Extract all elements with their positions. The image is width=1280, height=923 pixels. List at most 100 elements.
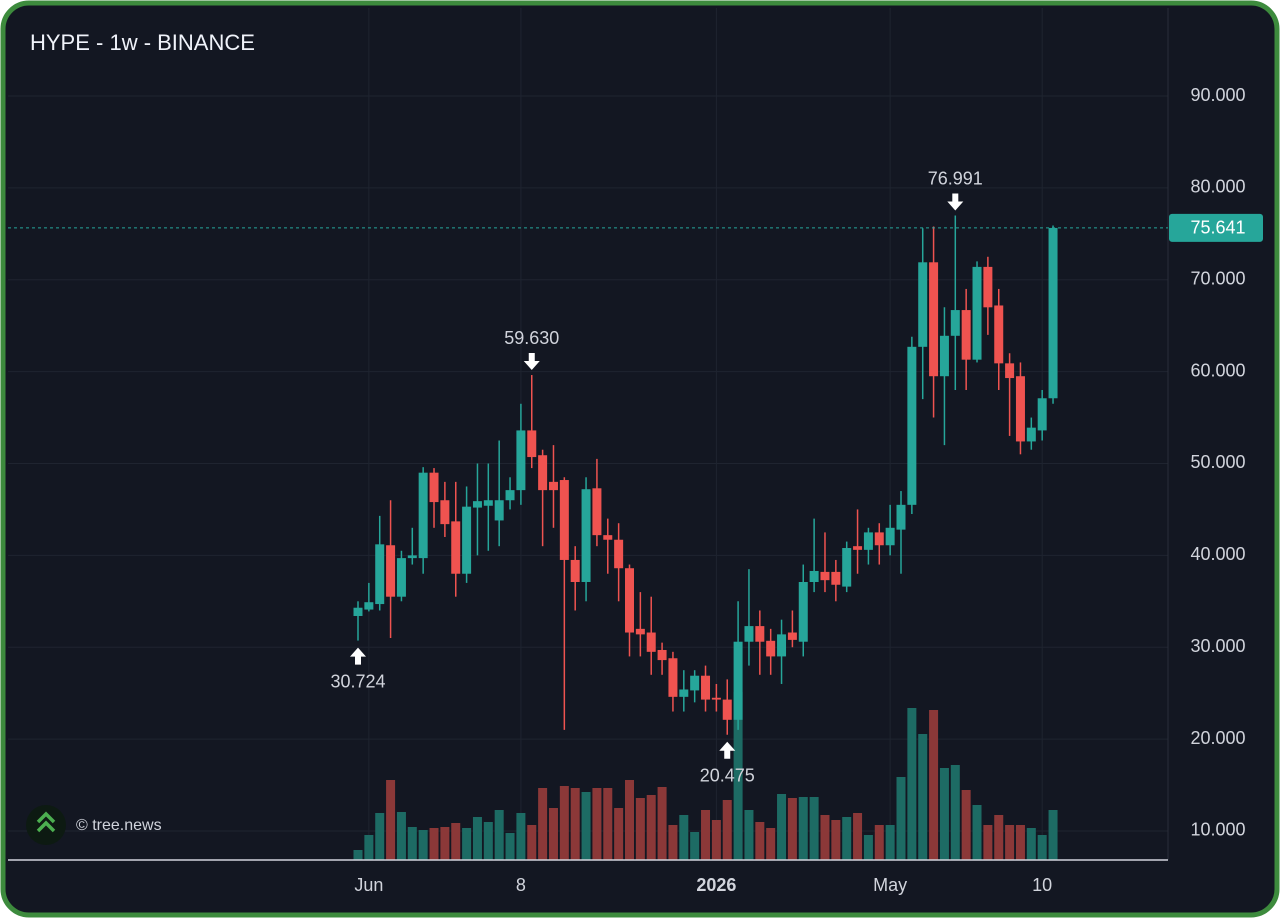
candle-body: [831, 571, 841, 585]
volume-bar: [1037, 835, 1047, 860]
candle-body: [625, 568, 634, 633]
volume-bar: [603, 788, 613, 860]
volume-bar: [548, 808, 558, 860]
candle-body: [755, 626, 765, 642]
volume-bar: [777, 794, 787, 860]
volume-bar: [690, 832, 700, 860]
volume-bar: [1015, 825, 1025, 860]
marker-label: 20.475: [700, 765, 755, 785]
candle-body: [646, 632, 656, 652]
candle-body: [863, 532, 873, 550]
y-tick-label: 40.000: [1190, 544, 1245, 564]
volume-bar: [787, 798, 797, 860]
volume-bar: [722, 800, 732, 860]
candle-body: [668, 658, 678, 697]
candle-body: [1026, 427, 1036, 442]
volume-bar: [353, 850, 363, 860]
volume-bar: [1048, 810, 1058, 860]
y-tick-label: 60.000: [1190, 360, 1245, 380]
marker-arrow: [947, 193, 964, 211]
volume-bar: [733, 692, 743, 860]
candle-body: [603, 535, 613, 540]
y-tick-label: 80.000: [1190, 177, 1245, 197]
candle-body: [375, 544, 385, 605]
candle-body: [657, 649, 667, 661]
volume-bar: [809, 797, 819, 860]
volume-bar: [842, 817, 852, 860]
candle-body: [516, 430, 526, 491]
candle-body: [1005, 363, 1015, 379]
volume-bar: [961, 790, 971, 860]
candle-body: [538, 455, 548, 491]
volume-bar: [407, 827, 417, 860]
y-tick-label: 50.000: [1190, 452, 1245, 472]
candle-body: [614, 539, 624, 569]
candle-body: [559, 480, 569, 560]
candle-body: [777, 634, 787, 657]
volume-bar: [972, 805, 982, 860]
candle-body: [353, 607, 363, 616]
candle-body: [483, 500, 493, 506]
volume-bar: [755, 822, 765, 860]
volume-bar: [494, 810, 504, 860]
watermark: © tree.news: [76, 817, 162, 834]
candle-body: [548, 481, 558, 491]
volume-bar: [581, 792, 591, 860]
volume-bar: [527, 825, 537, 860]
candle-body: [527, 430, 537, 458]
volume-bar: [538, 788, 548, 860]
volume: [353, 692, 1058, 860]
candle-body: [418, 472, 428, 559]
volume-bar: [1026, 828, 1036, 860]
volume-bar: [559, 786, 569, 860]
candle-body: [386, 545, 396, 597]
logo-icon: [36, 811, 56, 833]
volume-bar: [386, 780, 396, 860]
candle-body: [505, 490, 515, 501]
volume-bar: [440, 827, 450, 860]
candle-body: [874, 532, 884, 546]
volume-bar: [798, 797, 808, 860]
candle-body: [429, 472, 439, 503]
volume-bar: [472, 817, 482, 860]
volume-bar: [896, 777, 906, 860]
candle-body: [570, 559, 580, 583]
candle-body: [798, 582, 808, 642]
marker-arrow: [350, 647, 366, 665]
volume-bar: [939, 768, 949, 860]
volume-bar: [635, 798, 645, 860]
marker-label: 30.724: [330, 671, 385, 691]
volume-bar: [679, 815, 689, 860]
candle-body: [494, 500, 504, 521]
volume-bar: [614, 808, 624, 860]
volume-bar: [950, 765, 960, 860]
candle-body: [994, 305, 1004, 364]
candle-body: [885, 527, 895, 546]
y-tick-label: 30.000: [1190, 636, 1245, 656]
volume-bar: [885, 825, 895, 860]
marker-arrow: [719, 741, 736, 759]
candle-body: [701, 675, 711, 700]
y-tick-label: 20.000: [1190, 728, 1245, 748]
candle-body: [918, 262, 928, 347]
volume-bar: [429, 828, 439, 860]
candles: [353, 215, 1058, 735]
marker-arrow: [523, 353, 540, 371]
volume-bar: [853, 813, 863, 860]
volume-bar: [657, 787, 667, 860]
volume-bar: [505, 833, 515, 860]
candle-body: [896, 504, 906, 530]
overlay: 10.000 20.000 30.000 40.000 50.000 60.000 70.0…: [8, 85, 1263, 895]
volume-bar: [364, 835, 374, 860]
candle-body: [396, 558, 406, 597]
volume-bar: [701, 810, 711, 860]
volume-bar: [625, 780, 634, 860]
candle-body: [635, 628, 645, 635]
x-tick-label: May: [873, 875, 907, 895]
volume-bar: [1005, 825, 1015, 860]
volume-bar: [907, 708, 917, 860]
candle-body: [1037, 398, 1047, 431]
